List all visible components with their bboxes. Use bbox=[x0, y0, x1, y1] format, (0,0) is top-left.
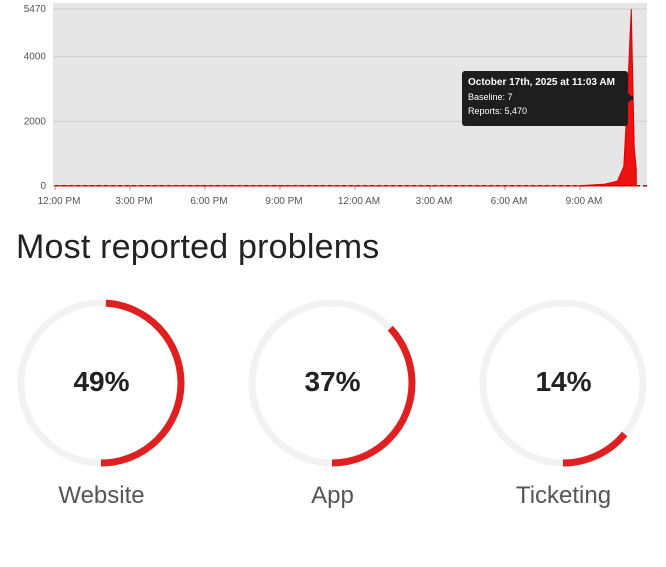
y-tick-label: 5470 bbox=[24, 4, 47, 15]
donut-chart-app bbox=[248, 299, 416, 467]
x-tick-label: 12:00 PM bbox=[38, 196, 81, 207]
label-website: Website bbox=[58, 482, 145, 509]
problem-app: 37% App bbox=[245, 298, 420, 513]
percent-app: 37% bbox=[304, 366, 361, 397]
problem-ticketing: 14% Ticketing bbox=[476, 298, 651, 513]
percent-ticketing: 14% bbox=[535, 366, 592, 397]
donut-chart-website bbox=[17, 299, 185, 467]
y-tick-label: 0 bbox=[40, 181, 46, 192]
x-axis: 12:00 PM 3:00 PM 6:00 PM 9:00 PM 12:00 AM 3:0… bbox=[38, 186, 603, 207]
x-tick-label: 6:00 PM bbox=[190, 196, 227, 207]
ring-progress-website bbox=[17, 299, 185, 467]
x-tick-label: 9:00 PM bbox=[265, 196, 302, 207]
chart-tooltip: October 17th, 2025 at 11:03 AM Baseline:… bbox=[462, 71, 633, 126]
x-tick-label: 6:00 AM bbox=[491, 196, 528, 207]
x-tick-label: 9:00 AM bbox=[566, 196, 603, 207]
label-ticketing: Ticketing bbox=[515, 482, 612, 509]
ring-progress-app bbox=[248, 299, 416, 467]
tooltip-title: October 17th, 2025 at 11:03 AM bbox=[468, 77, 615, 88]
label-app: App bbox=[311, 482, 354, 509]
y-axis: 5470 4000 2000 0 bbox=[24, 4, 47, 192]
tooltip-baseline: Baseline: 7 bbox=[468, 92, 513, 102]
x-tick-label: 12:00 AM bbox=[338, 196, 380, 207]
donut-chart-ticketing bbox=[479, 299, 647, 467]
percent-website: 49% bbox=[73, 366, 130, 397]
problem-website: 49% Website bbox=[14, 298, 189, 513]
section-title: Most reported problems bbox=[16, 228, 380, 266]
tooltip-arrow bbox=[628, 93, 633, 103]
x-tick-label: 3:00 PM bbox=[115, 196, 152, 207]
y-tick-label: 2000 bbox=[24, 116, 47, 127]
x-tick-label: 3:00 AM bbox=[416, 196, 453, 207]
y-tick-label: 4000 bbox=[24, 52, 47, 63]
tooltip-reports: Reports: 5,470 bbox=[468, 106, 528, 116]
ring-progress-ticketing bbox=[479, 299, 647, 467]
